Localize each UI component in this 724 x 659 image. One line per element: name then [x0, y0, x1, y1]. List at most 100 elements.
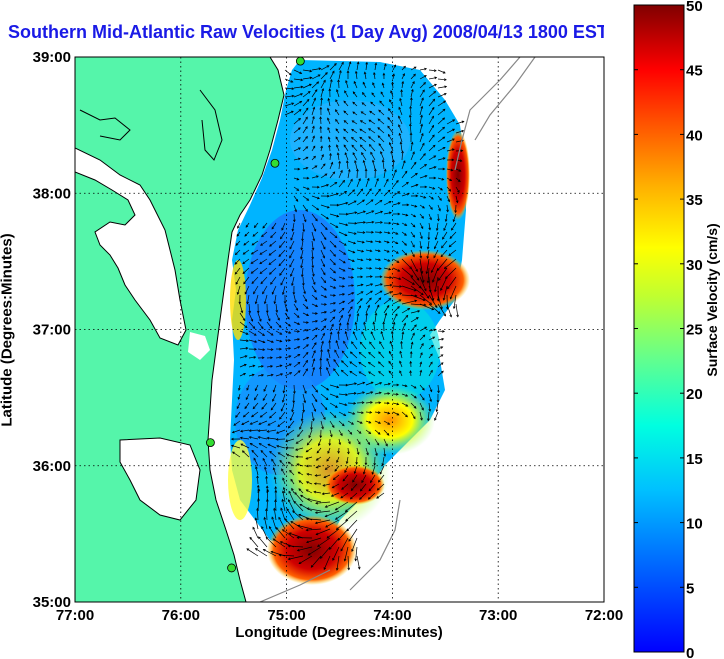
velocity-vector [347, 267, 354, 270]
velocity-vector-head [396, 260, 400, 263]
velocity-vector [274, 294, 277, 304]
velocity-vector [368, 128, 376, 134]
velocity-vector [291, 402, 295, 412]
velocity-vector-head [305, 528, 309, 532]
velocity-vector-head [306, 442, 310, 446]
velocity-vector [419, 352, 423, 359]
velocity-vector [389, 341, 394, 350]
velocity-vector [369, 144, 376, 152]
velocity-vector-head [306, 187, 310, 190]
velocity-vector-head [269, 325, 273, 329]
inland-bay [188, 332, 210, 360]
velocity-vector-head [341, 61, 344, 65]
velocity-vector [338, 315, 343, 323]
velocity-vector-head [324, 173, 328, 177]
velocity-vector [320, 88, 324, 98]
velocity-vector-head [305, 351, 309, 355]
velocity-vector-head [394, 169, 397, 173]
velocity-vector [302, 107, 309, 116]
velocity-vector-head [265, 310, 269, 314]
velocity-vector-head [296, 548, 300, 552]
velocity-vector-head [387, 125, 390, 129]
velocity-vector [292, 222, 295, 232]
velocity-vector-head [357, 441, 361, 445]
velocity-vector-head [343, 243, 347, 246]
velocity-vector [409, 124, 412, 134]
velocity-vector [284, 102, 294, 107]
velocity-vector [237, 285, 241, 295]
velocity-vector-head [413, 405, 417, 409]
velocity-vector [233, 420, 241, 426]
velocity-vector [338, 70, 342, 80]
velocity-vector [368, 483, 376, 491]
velocity-vector-head [398, 124, 401, 128]
velocity-vector [267, 443, 277, 449]
velocity-vector-head [269, 450, 272, 454]
velocity-vector-head [326, 535, 330, 539]
velocity-vector [401, 182, 409, 188]
velocity-vector [280, 508, 286, 521]
velocity-vector [266, 330, 274, 336]
velocity-vector [401, 171, 408, 179]
velocity-vector-head [316, 185, 320, 189]
velocity-vector [320, 285, 327, 291]
velocity-vector [252, 231, 259, 237]
velocity-vector-head [327, 107, 330, 111]
velocity-vector-head [344, 509, 348, 513]
velocity-vector [235, 240, 241, 246]
velocity-vector [410, 285, 424, 296]
velocity-vector [272, 393, 277, 402]
velocity-vector-head [399, 370, 402, 374]
velocity-vector [392, 169, 397, 179]
velocity-vector [249, 436, 259, 440]
velocity-vector-head [449, 314, 453, 318]
velocity-vector-head [351, 284, 355, 287]
velocity-vector [311, 303, 318, 307]
velocity-vector-head [352, 111, 356, 115]
velocity-vector-head [451, 158, 455, 162]
velocity-vector-head [251, 281, 255, 285]
velocity-vector [293, 501, 304, 512]
velocity-vector-head [359, 421, 363, 424]
velocity-vector [292, 510, 304, 521]
velocity-vector-head [304, 299, 308, 302]
velocity-vector-head [364, 168, 368, 172]
velocity-vector-head [342, 293, 346, 296]
velocity-vector-head [353, 80, 357, 84]
velocity-vector-head [427, 418, 430, 422]
velocity-vector-head [319, 116, 322, 120]
velocity-vector [419, 285, 430, 299]
velocity-vector-head [341, 350, 345, 354]
velocity-vector-head [262, 549, 266, 552]
velocity-vector-head [269, 244, 272, 247]
velocity-vector-head [275, 526, 279, 530]
velocity-vector [446, 195, 450, 202]
velocity-vector [329, 294, 336, 296]
velocity-vector [255, 466, 259, 476]
velocity-vector [253, 458, 259, 467]
velocity-vector [359, 128, 367, 134]
velocity-vector-head [422, 205, 425, 209]
velocity-vector-head [388, 267, 392, 271]
velocity-vector [383, 267, 391, 270]
velocity-vector [338, 447, 340, 454]
velocity-vector-head [249, 422, 253, 425]
velocity-vector-head [441, 245, 444, 249]
velocity-vector-head [306, 507, 310, 511]
velocity-vector [275, 356, 282, 359]
velocity-vector [419, 153, 426, 161]
velocity-vector [445, 213, 448, 222]
velocity-vector [338, 276, 345, 280]
velocity-vector [284, 321, 291, 327]
velocity-vector-head [379, 382, 383, 385]
velocity-vector [329, 393, 339, 398]
velocity-vector-head [300, 265, 303, 269]
velocity-vector-head [343, 136, 346, 140]
velocity-vector-head [432, 144, 436, 148]
velocity-vector-head [437, 390, 440, 394]
velocity-vector-head [424, 67, 428, 71]
velocity-vector-head [421, 342, 424, 346]
velocity-vector-head [353, 471, 357, 475]
velocity-vector-head [361, 92, 365, 95]
velocity-vector-head [240, 310, 244, 314]
